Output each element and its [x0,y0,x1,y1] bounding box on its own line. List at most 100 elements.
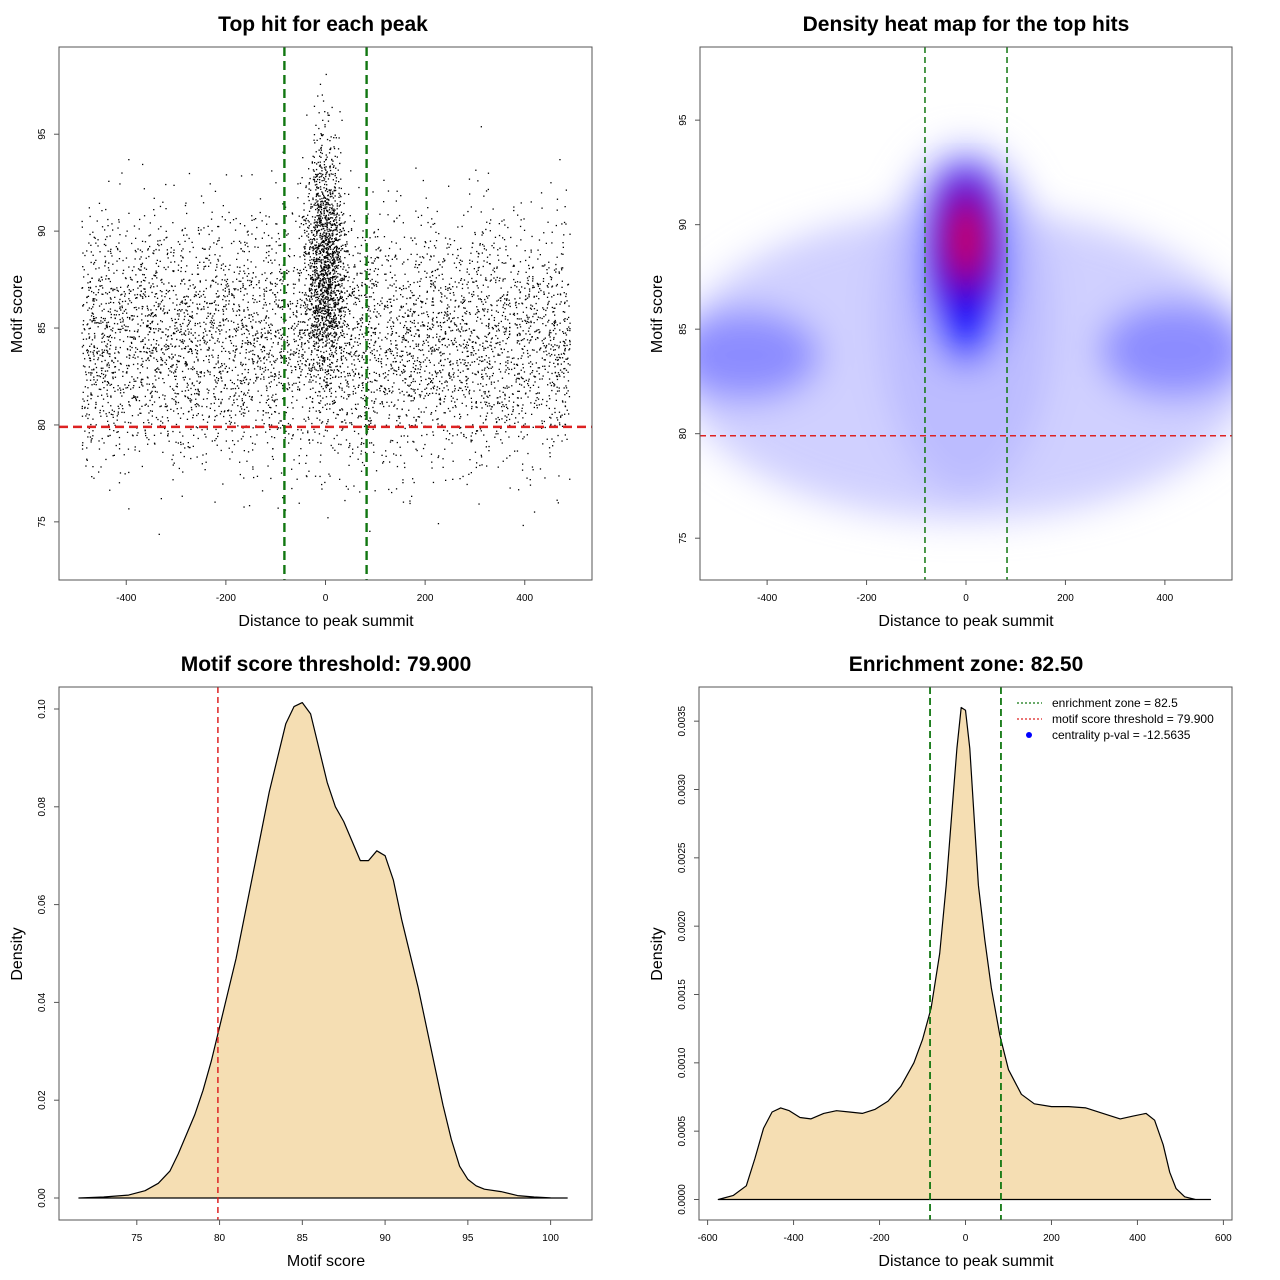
scatter-point [388,370,390,372]
scatter-point [498,330,500,332]
scatter-point [117,411,119,413]
scatter-point [243,294,245,296]
scatter-point [106,384,108,386]
scatter-point [357,358,359,360]
scatter-point [335,249,337,251]
scatter-point [243,332,245,335]
scatter-point [526,434,528,436]
scatter-point [360,366,363,368]
scatter-point [191,352,193,355]
scatter-point [92,351,94,353]
scatter-point [371,350,373,352]
scatter-point [401,370,403,373]
scatter-point [197,293,200,295]
scatter-point [485,228,487,231]
scatter-point [331,262,334,264]
scatter-point [325,216,327,218]
scatter-point [334,155,336,157]
scatter-point [330,444,332,447]
scatter-point [322,304,325,306]
scatter-point [364,414,366,417]
scatter-point [311,298,313,300]
scatter-point [337,337,339,339]
scatter-point [313,310,315,312]
scatter-point [92,318,95,320]
scatter-point [330,295,332,297]
scatter-point [386,401,388,403]
scatter-point [446,315,448,317]
scatter-point [372,191,374,193]
scatter-point [216,296,218,298]
scatter-point [186,364,188,366]
scatter-point [319,461,321,463]
scatter-point [325,225,328,227]
scatter-point [550,423,552,425]
scatter-point [340,297,343,299]
scatter-point [324,263,326,266]
scatter-point [320,151,322,154]
scatter-point [322,369,324,371]
scatter-point [551,323,553,325]
scatter-point [437,456,439,459]
scatter-point [331,159,333,161]
scatter-point [230,410,232,412]
scatter-point [328,270,330,272]
scatter-point [320,211,322,213]
scatter-point [262,346,264,348]
scatter-point [261,273,263,276]
scatter-point [333,210,335,213]
scatter-point [342,330,344,333]
scatter-point [235,335,237,337]
scatter-point [495,279,497,281]
scatter-point [409,500,411,502]
scatter-point [332,354,335,357]
scatter-point [309,256,311,258]
scatter-point [321,367,323,369]
scatter-point [291,402,293,404]
scatter-point [126,329,128,331]
scatter-point [320,322,322,324]
scatter-point [352,316,355,319]
scatter-point [557,359,559,361]
scatter-point [325,323,327,325]
scatter-point [168,309,170,311]
scatter-point [334,260,336,262]
scatter-point [196,370,198,373]
scatter-point [327,218,329,220]
scatter-point [468,292,470,294]
scatter-point [398,335,400,337]
scatter-point [317,315,319,317]
scatter-point [333,276,335,278]
scatter-point [294,352,296,354]
scatter-point [228,329,231,331]
scatter-point [162,310,164,312]
scatter-point [486,311,489,313]
scatter-point [328,152,331,154]
scatter-point [373,285,375,287]
scatter-point [336,333,338,335]
scatter-point [333,220,335,222]
scatter-point [118,242,120,244]
scatter-point [120,321,122,323]
scatter-point [542,342,544,344]
scatter-point [373,231,376,233]
scatter-point [308,183,310,185]
scatter-point [377,358,380,360]
scatter-point [152,315,154,318]
scatter-point [486,375,488,377]
scatter-point [310,277,312,279]
scatter-point [356,341,359,343]
scatter-point [94,322,96,324]
scatter-point [225,331,227,333]
scatter-point [352,281,354,283]
scatter-point [327,242,329,244]
scatter-point [174,378,177,381]
scatter-point [192,317,194,319]
scatter-point [105,302,107,305]
scatter-point [545,314,547,316]
scatter-point [194,324,196,327]
scatter-point [160,279,162,281]
scatter-point [451,442,453,444]
scatter-point [322,388,324,390]
